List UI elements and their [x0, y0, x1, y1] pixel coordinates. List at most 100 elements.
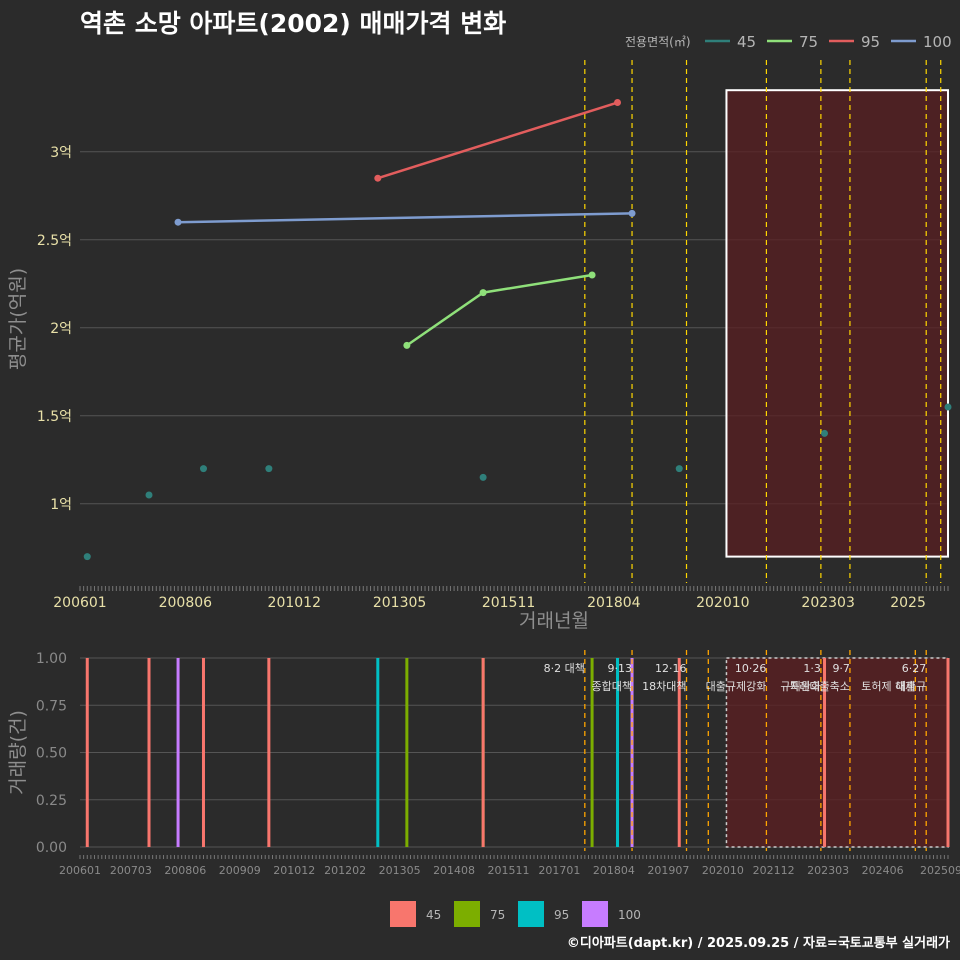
price-chart: 1억 1.5억 2억 2.5억 3억 200601 200806 201012 201305 20…: [7, 33, 952, 632]
legend-title: 전용면적(㎡): [625, 35, 691, 49]
legend-swatch-45: [390, 901, 416, 927]
x-tick-label: 201804: [593, 864, 635, 877]
volume-bar-75: [405, 658, 409, 847]
data-point-45: [821, 429, 829, 437]
data-point-45: [944, 403, 952, 411]
legend-swatch-100: [582, 901, 608, 927]
series-line-75: [406, 273, 593, 347]
footer-credit: ©디아파트(dapt.kr) / 2025.09.25 / 자료=국토교통부 실…: [566, 936, 950, 951]
event-label: 9·7: [832, 662, 850, 675]
volume-bar-75: [481, 658, 485, 847]
legend-label-75: 75: [490, 908, 505, 922]
data-point-45: [145, 491, 153, 499]
y-tick-label: 1.00: [36, 651, 67, 667]
event-label: 9·13: [608, 662, 633, 675]
series-line-95: [377, 101, 618, 180]
x-tick-label: 200909: [219, 864, 261, 877]
volume-bar-100: [630, 658, 634, 847]
volume-bar-45: [946, 658, 950, 847]
event-label: 규제완화: [780, 680, 820, 693]
y-tick-label: 3억: [50, 145, 72, 161]
series-line-100: [178, 212, 633, 224]
event-label: 종합대책: [592, 680, 632, 693]
volume-bar-45: [201, 658, 205, 847]
x-tick-label: 202406: [862, 864, 904, 877]
x-tick-label: 201907: [647, 864, 689, 877]
event-label: 특례대출축소: [789, 680, 850, 693]
highlight-region: [725, 657, 949, 848]
data-point-75: [479, 289, 487, 297]
x-tick-label: 201511: [488, 864, 530, 877]
legend-label-100: 100: [923, 33, 952, 51]
data-point-95: [614, 99, 622, 107]
event-label: 1·3: [803, 662, 821, 675]
data-point-45: [199, 465, 207, 473]
data-point-45: [265, 465, 273, 473]
event-label: 6·27: [902, 662, 927, 675]
y-tick-label: 1.5억: [37, 409, 72, 425]
volume-bar-45: [267, 658, 271, 847]
volume-bar-75: [590, 658, 594, 847]
event-label: 8·2 대책: [544, 662, 585, 675]
x-tick-label: 202010: [696, 595, 749, 611]
x-tick-label: 201305: [373, 595, 426, 611]
y-axis-title: 거래량(건): [7, 710, 29, 795]
event-label: 토허제 해제: [861, 679, 915, 693]
legend-swatch-95: [518, 901, 544, 927]
x-tick-label: 201701: [538, 864, 580, 877]
y-tick-label: 0.50: [36, 746, 67, 762]
y-tick-label: 0.00: [36, 840, 67, 856]
legend-label-95: 95: [554, 908, 569, 922]
data-point-95: [374, 174, 382, 182]
x-tick-label: 201202: [324, 864, 366, 877]
legend-label-45: 45: [426, 908, 441, 922]
y-axis-title: 평균가(억원): [7, 268, 29, 370]
x-tick-label: 2025: [890, 595, 926, 611]
data-point-75: [403, 341, 411, 349]
data-point-100: [174, 218, 182, 226]
x-tick-label: 201804: [587, 595, 641, 611]
data-point-45: [83, 553, 91, 561]
y-tick-label: 2억: [50, 321, 72, 337]
legend-label-95: 95: [861, 33, 880, 51]
volume-bar-100: [176, 658, 180, 847]
volume-bar-95: [376, 658, 380, 847]
event-label: 10·26: [735, 662, 767, 675]
x-tick-label: 200601: [53, 595, 106, 611]
y-tick-label: 0.75: [36, 698, 67, 714]
y-tick-label: 0.25: [36, 793, 67, 809]
volume-bar-95: [616, 658, 620, 847]
x-axis-title: 거래년월: [519, 610, 589, 632]
event-label: 12·16: [655, 662, 687, 675]
highlight-region: [725, 89, 950, 558]
volume-bar-45: [823, 658, 827, 847]
event-label: 대출규: [896, 680, 926, 693]
event-label: 18차대책: [642, 680, 686, 693]
data-point-45: [675, 465, 683, 473]
x-tick-label: 201408: [433, 864, 475, 877]
x-tick-label: 202010: [702, 864, 744, 877]
legend-swatch-75: [454, 901, 480, 927]
x-tick-label: 202303: [807, 864, 849, 877]
y-tick-label: 2.5억: [37, 233, 72, 249]
volume-bar-45: [85, 658, 89, 847]
x-tick-label: 200703: [110, 864, 152, 877]
x-tick-label: 200806: [159, 595, 213, 611]
y-tick-label: 1억: [50, 497, 72, 513]
volume-bar-45: [677, 658, 681, 847]
data-point-75: [588, 271, 596, 279]
event-label: 대출규제강화: [706, 680, 767, 693]
x-tick-label: 201511: [482, 595, 535, 611]
x-tick-label: 202112: [753, 864, 795, 877]
volume-bar-45: [481, 658, 485, 847]
x-tick-label: 202509: [920, 864, 960, 877]
chart-title: 역촌 소망 아파트(2002) 매매가격 변화: [80, 9, 507, 38]
x-tick-label: 200601: [59, 864, 101, 877]
x-tick-label: 201305: [379, 864, 421, 877]
legend-label-100: 100: [618, 908, 641, 922]
data-point-45: [479, 473, 487, 481]
volume-bar-45: [147, 658, 151, 847]
x-tick-label: 200806: [164, 864, 206, 877]
x-tick-label: 201012: [268, 595, 321, 611]
legend-label-45: 45: [737, 33, 756, 51]
